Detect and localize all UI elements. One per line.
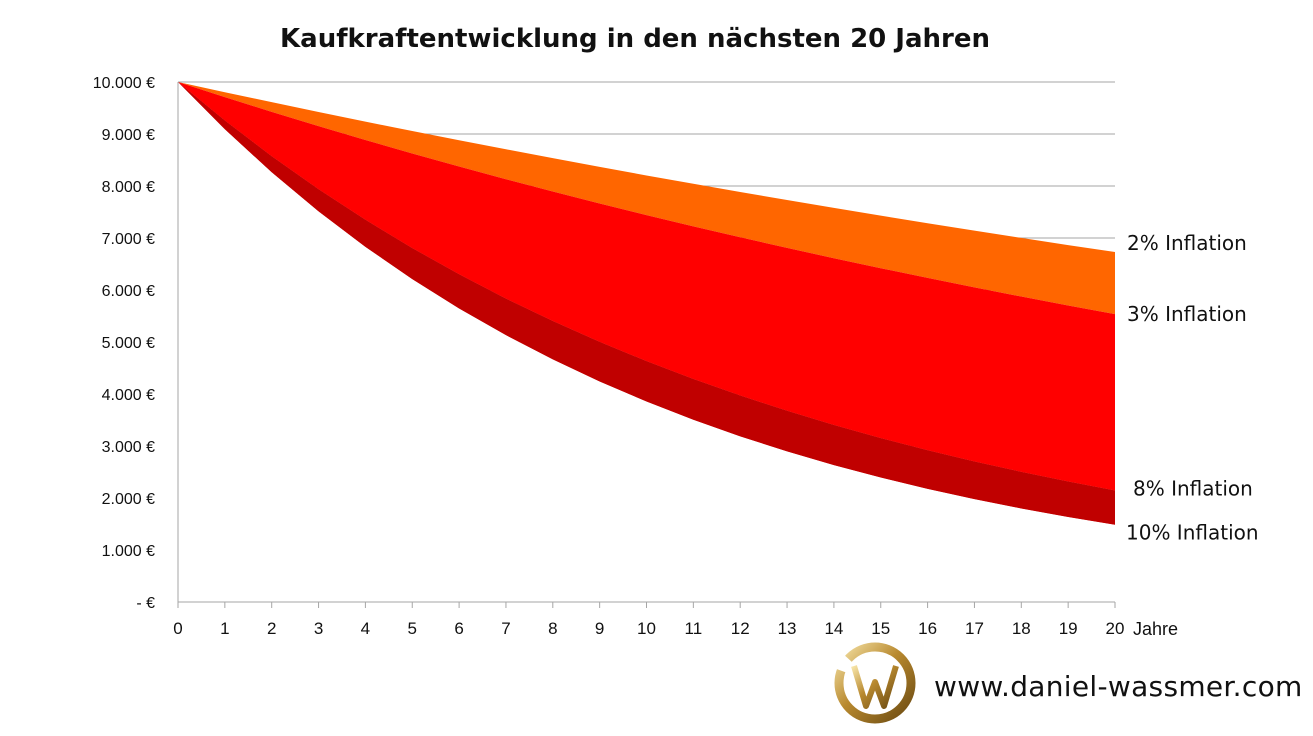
x-axis-label: Jahre [1133,619,1178,639]
area-3-inflation [178,82,1115,491]
x-tick-label: 15 [871,619,890,638]
x-tick-label: 8 [548,619,557,638]
y-tick-label: - € [136,595,155,612]
x-axis-ticks: 0 1 2 3 4 5 6 7 8 9 10 11 12 13 14 15 16 17 18 19 20 Jahre [173,602,1178,639]
x-tick-label: 2 [267,619,276,638]
y-tick-label: 6.000 € [102,283,155,300]
x-tick-label: 16 [918,619,937,638]
y-tick-label: 7.000 € [102,231,155,248]
x-tick-label: 7 [501,619,510,638]
x-tick-label: 4 [361,619,370,638]
x-tick-label: 18 [1012,619,1031,638]
x-tick-label: 3 [314,619,323,638]
y-tick-label: 10.000 € [93,75,155,92]
series-label: 8% Inflation [1133,476,1253,500]
x-tick-label: 14 [824,619,843,638]
x-tick-label: 13 [778,619,797,638]
x-tick-label: 19 [1059,619,1078,638]
logo-icon [833,641,917,725]
y-tick-label: 4.000 € [102,387,155,404]
y-tick-label: 9.000 € [102,127,155,144]
series-label: 2% Inflation [1127,231,1247,255]
x-tick-label: 6 [454,619,463,638]
area-10-inflation [178,82,1115,602]
area-2-inflation [178,82,1115,315]
y-tick-label: 2.000 € [102,491,155,508]
y-tick-label: 1.000 € [102,543,155,560]
chart-title: Kaufkraftentwicklung in den nächsten 20 … [280,24,990,54]
x-tick-label: 17 [965,619,984,638]
x-tick-label: 5 [408,619,417,638]
series-label: 10% Inflation [1126,521,1259,545]
series-labels: 2% Inflation 3% Inflation 8% Inflation 10% … [1126,231,1259,545]
footer-url: www.daniel-wassmer.com [934,670,1303,703]
x-tick-label: 9 [595,619,604,638]
x-tick-label: 20 [1106,619,1125,638]
area-10-inflation [178,82,1115,525]
x-tick-label: 11 [685,619,703,638]
y-tick-label: 8.000 € [102,179,155,196]
y-axis-ticks: - € 1.000 € 2.000 € 3.000 € 4.000 € 5.000 € 6.… [93,75,155,612]
series-label: 3% Inflation [1127,302,1247,326]
area-series [178,82,1115,602]
x-tick-label: 12 [731,619,750,638]
y-tick-label: 3.000 € [102,439,155,456]
x-tick-label: 10 [637,619,656,638]
x-tick-label: 0 [173,619,182,638]
y-tick-label: 5.000 € [102,335,155,352]
x-tick-label: 1 [220,619,229,638]
